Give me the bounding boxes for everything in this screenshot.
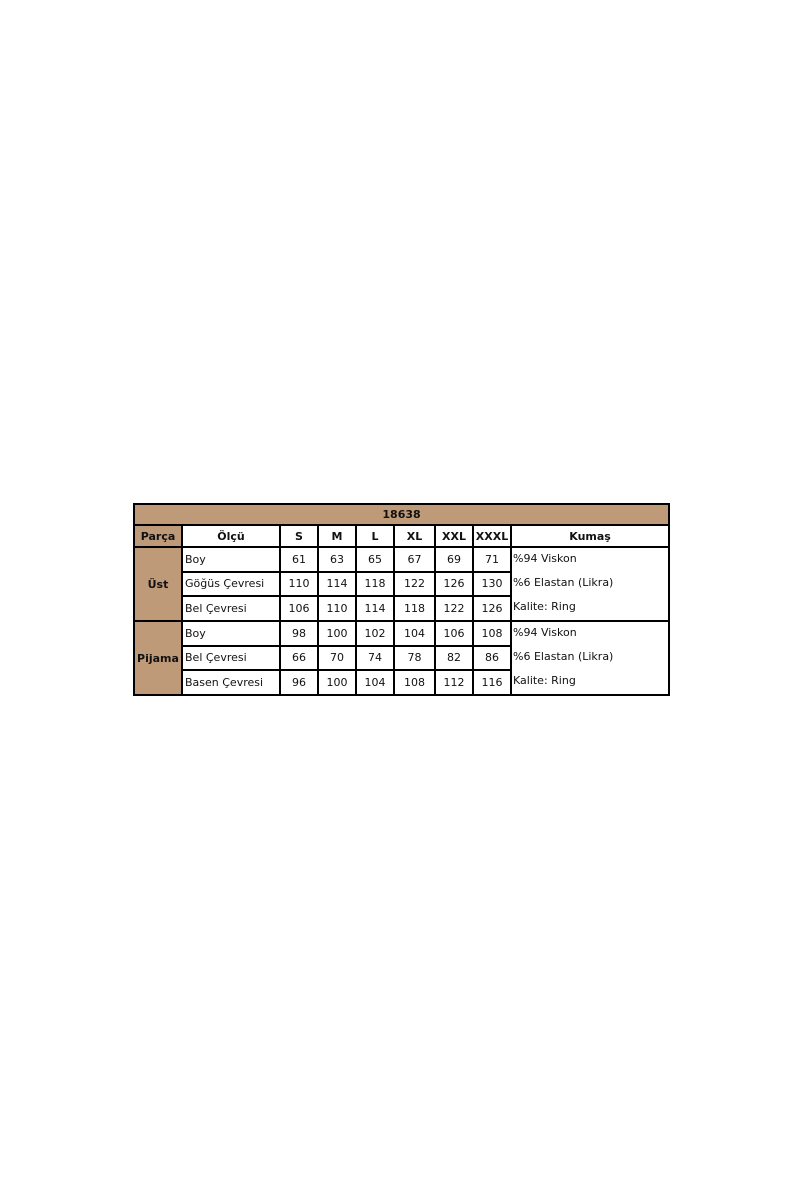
fabric-line: %94 Viskon	[513, 626, 577, 639]
value-cell: 71	[472, 546, 512, 573]
table-row: Üst Boy 61 63 65 67 69 71 %94 Viskon %6 Elastan (…	[133, 546, 671, 622]
value-cell: 74	[355, 644, 395, 672]
part-cell: Üst	[133, 546, 183, 622]
value-cell: 122	[393, 570, 436, 598]
size-chart-table: 18638 Parça Ölçü S M L XL XXL XXXL Kumaş…	[132, 503, 671, 696]
value-cell: 104	[355, 669, 395, 696]
fabric-line: %94 Viskon	[513, 552, 577, 565]
measure-cell: Boy	[181, 620, 281, 647]
value-cell: 112	[434, 669, 474, 696]
value-cell: 106	[434, 620, 474, 647]
fabric-line: Kalite: Ring	[513, 600, 576, 613]
header-measure: Ölçü	[181, 524, 281, 548]
value-cell: 100	[317, 669, 357, 696]
value-cell: 108	[393, 669, 436, 696]
header-part: Parça	[133, 524, 183, 548]
table-row: Basen Çevresi 96 100 104 108 112 116	[134, 669, 669, 696]
value-cell: 114	[317, 570, 357, 598]
value-cell: 67	[393, 546, 436, 573]
measure-cell: Göğüs Çevresi	[181, 570, 281, 598]
value-cell: 114	[355, 595, 395, 622]
value-cell: 98	[279, 620, 319, 647]
header-xxxl: XXXL	[472, 524, 512, 548]
fabric-cell: %94 Viskon %6 Elastan (Likra) Kalite: Ring	[509, 620, 671, 696]
value-cell: 126	[434, 570, 474, 598]
fabric-line: Kalite: Ring	[513, 674, 576, 687]
measure-cell: Bel Çevresi	[181, 644, 281, 672]
header-s: S	[279, 524, 319, 548]
table-row: Bel Çevresi 106 110 114 118 122 126	[134, 595, 669, 622]
table-title: 18638	[132, 503, 671, 526]
value-cell: 118	[393, 595, 436, 622]
value-cell: 78	[393, 644, 436, 672]
value-cell: 70	[317, 644, 357, 672]
value-cell: 106	[279, 595, 319, 622]
value-cell: 61	[279, 546, 319, 573]
value-cell: 110	[317, 595, 357, 622]
value-cell: 116	[472, 669, 512, 696]
value-cell: 110	[279, 570, 319, 598]
table-row: Bel Çevresi 66 70 74 78 82 86	[134, 644, 669, 672]
header-row: Parça Ölçü S M L XL XXL XXXL Kumaş	[133, 524, 671, 548]
value-cell: 122	[434, 595, 474, 622]
value-cell: 82	[434, 644, 474, 672]
value-cell: 108	[472, 620, 512, 647]
value-cell: 63	[317, 546, 357, 573]
fabric-line: %6 Elastan (Likra)	[513, 576, 614, 589]
header-l: L	[355, 524, 395, 548]
value-cell: 118	[355, 570, 395, 598]
value-cell: 65	[355, 546, 395, 573]
header-xl: XL	[393, 524, 436, 548]
fabric-line: %6 Elastan (Likra)	[513, 650, 614, 663]
value-cell: 100	[317, 620, 357, 647]
table-row: Pijama Boy 98 100 102 104 106 108 %94 Viskon %6 E…	[133, 620, 671, 696]
value-cell: 130	[472, 570, 512, 598]
value-cell: 86	[472, 644, 512, 672]
value-cell: 69	[434, 546, 474, 573]
part-cell: Pijama	[133, 620, 183, 696]
measure-cell: Boy	[181, 546, 281, 573]
table-row: Göğüs Çevresi 110 114 118 122 126 130	[134, 570, 669, 598]
fabric-cell: %94 Viskon %6 Elastan (Likra) Kalite: Ring	[509, 546, 671, 622]
value-cell: 102	[355, 620, 395, 647]
measure-cell: Basen Çevresi	[181, 669, 281, 696]
measure-cell: Bel Çevresi	[181, 595, 281, 622]
value-cell: 66	[279, 644, 319, 672]
value-cell: 96	[279, 669, 319, 696]
value-cell: 126	[472, 595, 512, 622]
value-cell: 104	[393, 620, 436, 647]
header-xxl: XXL	[434, 524, 474, 548]
header-m: M	[317, 524, 357, 548]
header-fabric: Kumaş	[509, 524, 671, 548]
